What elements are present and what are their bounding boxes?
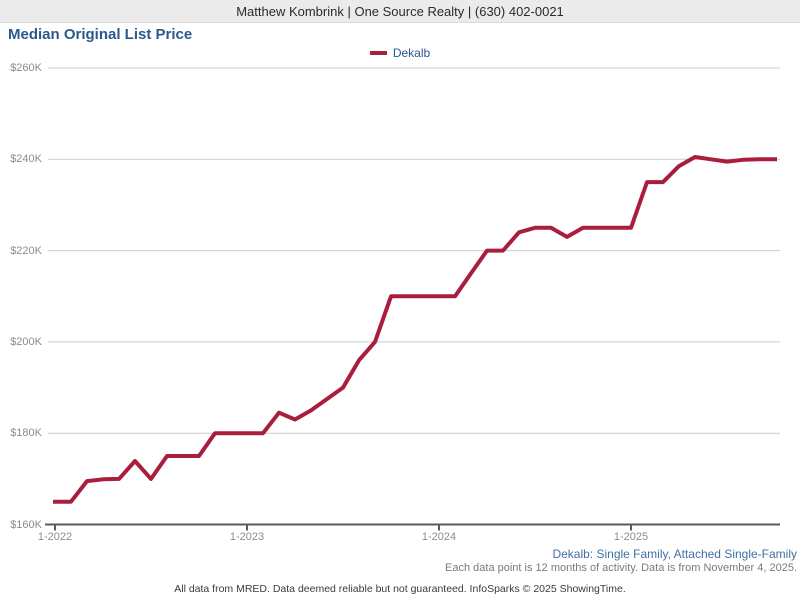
legend-label: Dekalb	[392, 46, 431, 60]
dekalb-series-line	[53, 155, 777, 504]
y-tick-label: $260K	[10, 62, 42, 74]
y-tick-label: $220K	[10, 244, 42, 257]
disclaimer: All data from MRED. Data deemed reliable…	[174, 583, 626, 595]
x-tick-label: 1-2025	[613, 531, 649, 543]
y-tick-label: $180K	[10, 427, 42, 440]
agent-contact-line: Matthew Kombrink | One Source Realty | (…	[236, 3, 564, 19]
series-scope-link[interactable]: Dekalb: Single Family, Attached Single-F…	[552, 547, 797, 561]
y-tick-label: $160K	[10, 518, 42, 531]
x-tick-label: 1-2023	[229, 531, 265, 543]
header-bar: Matthew Kombrink | One Source Realty | (…	[0, 0, 800, 23]
chart-legend: Dekalb	[0, 46, 800, 60]
page-title: Median Original List Price	[8, 26, 193, 43]
legend-item-dekalb[interactable]: Dekalb	[369, 46, 431, 60]
y-tick-label: $200K	[10, 335, 42, 348]
y-tick-label: $240K	[10, 153, 42, 166]
x-tick-label: 1-2022	[37, 531, 73, 543]
x-tick-label: 1-2024	[421, 531, 457, 543]
legend-line-swatch	[369, 51, 387, 55]
data-note: Each data point is 12 months of activity…	[445, 562, 797, 574]
